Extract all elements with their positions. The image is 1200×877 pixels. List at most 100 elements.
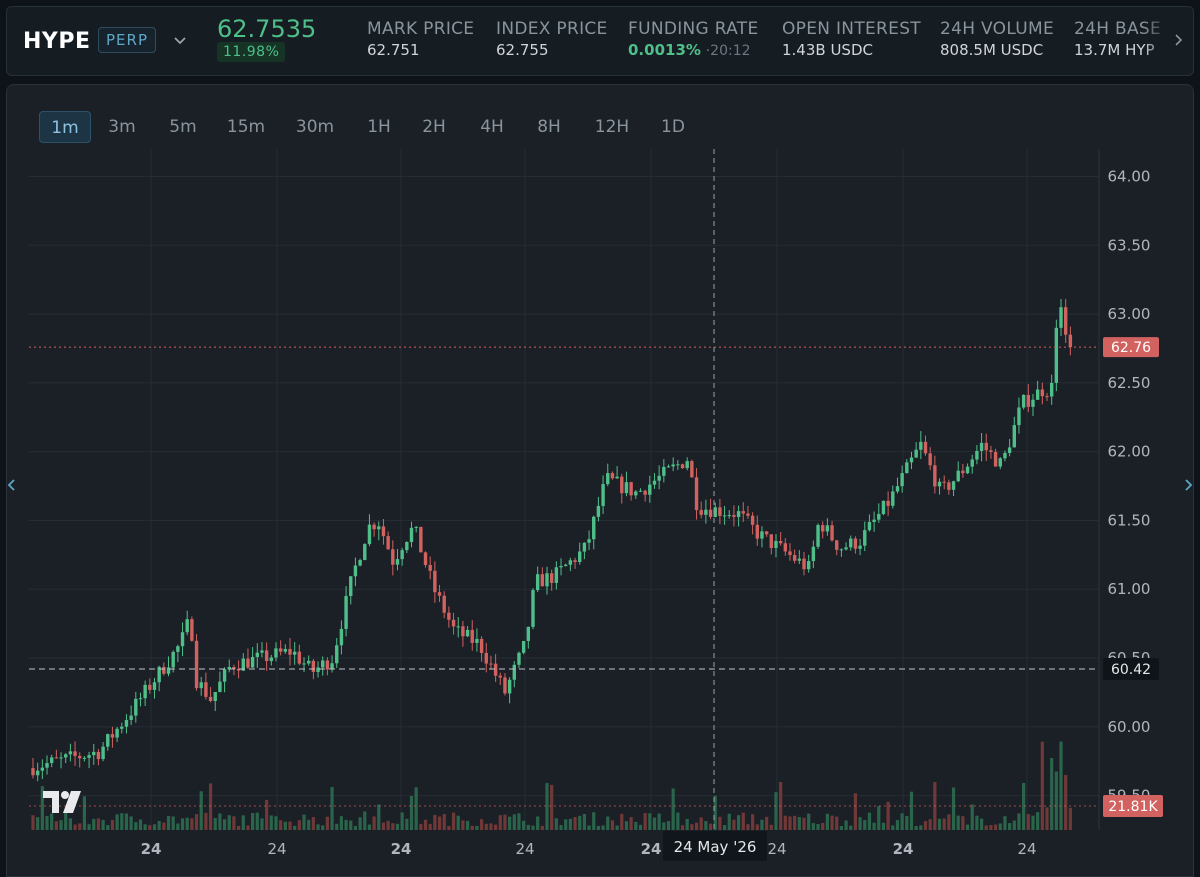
y-axis-tick-label: 63.00 bbox=[1108, 305, 1151, 323]
candle-body bbox=[1059, 307, 1063, 328]
volume-bar bbox=[171, 816, 175, 830]
candle-body bbox=[849, 538, 853, 548]
volume-bar bbox=[68, 818, 72, 830]
interval-4h[interactable]: 4H bbox=[480, 117, 504, 137]
volume-bar bbox=[335, 823, 339, 830]
x-axis-tick-label: 24 bbox=[641, 840, 662, 858]
interval-15m[interactable]: 15m bbox=[226, 117, 266, 137]
candle-body bbox=[778, 540, 783, 544]
candle-body bbox=[101, 746, 105, 760]
stat-label: OPEN INTEREST bbox=[782, 19, 921, 39]
candle-body bbox=[162, 666, 166, 674]
price-chart[interactable]: 64.0063.5063.0062.5062.0061.5061.0060.50… bbox=[7, 85, 1194, 877]
candle-body bbox=[620, 476, 624, 494]
volume-bar bbox=[447, 825, 451, 830]
candle-body bbox=[961, 470, 965, 474]
candle-body bbox=[732, 515, 736, 517]
volume-bar bbox=[853, 793, 858, 830]
candle-body bbox=[255, 652, 259, 657]
interval-3m[interactable]: 3m bbox=[108, 117, 136, 137]
candle-body bbox=[993, 451, 998, 467]
candle-body bbox=[923, 441, 928, 454]
candle-body bbox=[64, 754, 68, 758]
volume-bar bbox=[559, 825, 563, 830]
candle-body bbox=[335, 645, 339, 664]
volume-bar bbox=[755, 824, 759, 830]
volume-bar bbox=[503, 814, 507, 830]
volume-bar bbox=[620, 813, 624, 830]
interval-2h[interactable]: 2H bbox=[422, 117, 446, 137]
candle-body bbox=[442, 595, 446, 613]
candle-body bbox=[330, 663, 334, 670]
x-axis-tick-label: 24 bbox=[767, 840, 786, 858]
interval-30m[interactable]: 30m bbox=[295, 117, 335, 137]
candle-body bbox=[316, 667, 320, 672]
candle-body bbox=[87, 755, 91, 758]
interval-12h[interactable]: 12H bbox=[594, 117, 630, 137]
interval-8h[interactable]: 8H bbox=[537, 117, 561, 137]
candle-body bbox=[120, 726, 124, 729]
candle-body bbox=[741, 511, 745, 514]
chevron-right-icon[interactable] bbox=[1173, 33, 1185, 47]
candle-body bbox=[138, 698, 143, 700]
volume-bar bbox=[269, 815, 273, 830]
volume-bar bbox=[708, 823, 713, 830]
volume-bar bbox=[246, 825, 250, 830]
volume-bar bbox=[881, 822, 886, 830]
candle-body bbox=[92, 751, 96, 756]
volume-bar bbox=[409, 796, 414, 830]
chevron-left-icon[interactable] bbox=[7, 478, 17, 492]
interval-5m[interactable]: 5m bbox=[169, 117, 197, 137]
volume-bar bbox=[587, 825, 591, 830]
last-price: 62.7535 bbox=[217, 15, 317, 43]
volume-bar bbox=[400, 812, 404, 830]
candle-body bbox=[124, 719, 129, 727]
volume-bar bbox=[330, 787, 334, 830]
candle-body bbox=[1021, 394, 1026, 408]
candle-body bbox=[652, 480, 657, 485]
volume-bar bbox=[923, 821, 928, 830]
candle-body bbox=[629, 482, 633, 496]
volume-bar bbox=[461, 820, 465, 830]
volume-bar bbox=[232, 816, 236, 830]
candle-body bbox=[208, 696, 213, 702]
volume-bar bbox=[344, 819, 348, 830]
candle-body bbox=[582, 542, 587, 552]
volume-bar bbox=[811, 823, 815, 830]
chevron-right-icon[interactable] bbox=[1183, 478, 1193, 492]
volume-bar bbox=[909, 791, 914, 830]
symbol-name[interactable]: HYPE bbox=[23, 29, 91, 54]
x-axis-tick-label: 24 bbox=[391, 840, 412, 858]
interval-1h[interactable]: 1H bbox=[367, 117, 391, 137]
stat-value: 62.755 bbox=[496, 41, 549, 59]
volume-bar bbox=[316, 824, 320, 830]
volume-bar bbox=[442, 814, 446, 830]
candle-body bbox=[400, 550, 404, 560]
volume-bar bbox=[765, 816, 769, 830]
crosshair-price-tag bbox=[1103, 658, 1159, 681]
candle-body bbox=[606, 473, 610, 485]
volume-bar bbox=[101, 819, 105, 830]
stat-label: 24H VOLUME bbox=[940, 19, 1055, 39]
volume-bar bbox=[311, 817, 315, 830]
volume-bar bbox=[1036, 812, 1040, 830]
candle-body bbox=[512, 664, 516, 680]
chevron-down-icon[interactable] bbox=[169, 29, 191, 51]
volume-bar bbox=[685, 818, 689, 830]
volume-bar bbox=[718, 816, 722, 830]
volume-bar bbox=[634, 821, 638, 830]
interval-1d[interactable]: 1D bbox=[661, 117, 685, 137]
interval-1m[interactable]: 1m bbox=[39, 111, 91, 143]
volume-bar bbox=[970, 804, 974, 830]
volume-bar bbox=[629, 817, 633, 830]
candle-body bbox=[517, 652, 521, 665]
y-axis-tick-label: 64.00 bbox=[1108, 168, 1151, 186]
volume-bar bbox=[166, 815, 171, 830]
volume-bar bbox=[895, 820, 900, 830]
candle-body bbox=[797, 558, 802, 561]
candle-body bbox=[54, 757, 59, 759]
stat-value: 13.7M HYP bbox=[1074, 41, 1155, 59]
candle-body bbox=[190, 619, 194, 641]
candle-body bbox=[503, 677, 507, 694]
candle-body bbox=[680, 464, 685, 469]
